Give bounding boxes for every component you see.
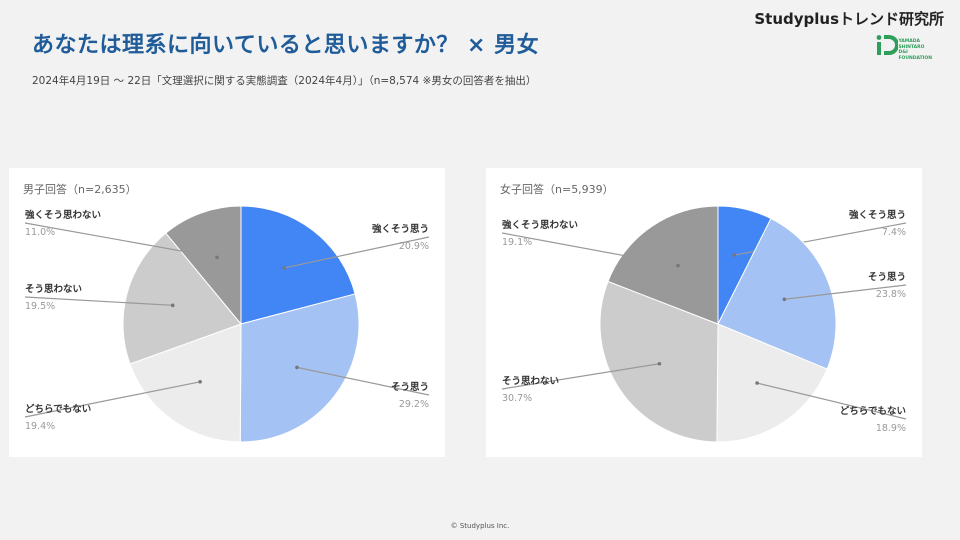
slice-label: そう思わない [25,284,82,295]
slice-value: 11.0% [25,227,55,238]
leader-dot [295,365,299,370]
brand-name: Studyplusトレンド研究所 [754,10,944,28]
leader-dot [732,253,737,257]
foundation-line: D&I [898,50,908,55]
slice-value: 30.7% [502,393,532,404]
leader-dot [215,255,219,260]
pie-slice [129,323,242,443]
slice-label: どちらでもない [25,403,91,415]
slice-value: 23.8% [876,289,906,300]
leader-dot [782,297,787,302]
slice-label: 強くそう思わない [25,209,101,221]
copyright-footer: © Studyplus Inc. [450,522,510,530]
leader-dot [755,381,759,385]
leader-line [784,284,907,300]
chart-title: 男子回答（n=2,635） [23,182,137,196]
pie-slice [122,232,242,365]
leader-dot [676,263,680,268]
chart-panel-male: 男子回答（n=2,635） 強くそう思う 20.9% そう思う 29.2% どちらでもな… [9,168,445,457]
leader-dot [198,379,202,384]
slice-label: そう思う [868,272,906,283]
leader-line [501,363,660,390]
leader-line [756,382,907,420]
slice-label: そう思わない [502,376,559,387]
foundation-line: FOUNDATION [898,55,932,61]
chart-title: 女子回答（n=5,939） [500,182,614,196]
leader-line [501,232,679,267]
pie-slice [607,205,719,325]
foundation-line: SHINTARO [898,44,925,50]
foundation-line: YAMADA [898,39,920,44]
slice-label: 強くそう思う [372,223,429,235]
leader-line [284,236,430,269]
leader-line [24,381,201,418]
survey-subtitle: 2024年4月19日 〜 22日「文理選択に関する実態調査（2024年4月）」（… [32,75,537,87]
slice-label: 強くそう思わない [502,219,578,231]
slice-value: 29.2% [399,399,429,410]
pie-slice [165,205,242,326]
slice-value: 19.5% [25,301,55,312]
foundation-logo-icon [876,35,898,55]
pie-chart-female: 女子回答（n=5,939） 強くそう思う 7.4% そう思う 23.8% どちらでもない… [500,182,907,443]
slice-value: 19.4% [25,421,55,432]
foundation-text: YAMADA SHINTARO D&I FOUNDATION [898,39,932,61]
leader-dot [170,303,175,308]
chart-panel-female: 女子回答（n=5,939） 強くそう思う 7.4% そう思う 23.8% どちらでもない… [486,168,922,457]
leader-line [24,296,173,306]
slice-value: 7.4% [882,227,906,238]
leader-line [24,222,218,258]
pie-slice [716,323,828,443]
slice-value: 19.1% [502,237,532,248]
pie-slice [717,217,837,370]
page-title: あなたは理系に向いていると思いますか？ × 男女 [32,33,540,58]
leader-dot [657,361,662,366]
leader-line [296,366,430,396]
slice-label: 強くそう思う [849,209,906,221]
slice-label: そう思う [391,382,429,393]
brand-block: Studyplusトレンド研究所 YAMADA SHINTARO D&I FOU… [744,8,944,64]
pie-slice [599,280,719,443]
pie-chart-male: 男子回答（n=2,635） 強くそう思う 20.9% そう思う 29.2% どちらでもな… [23,182,430,443]
slice-value: 18.9% [876,423,906,434]
leader-dot [282,266,287,270]
slice-label: どちらでもない [840,405,906,417]
slice-value: 20.9% [399,241,429,252]
